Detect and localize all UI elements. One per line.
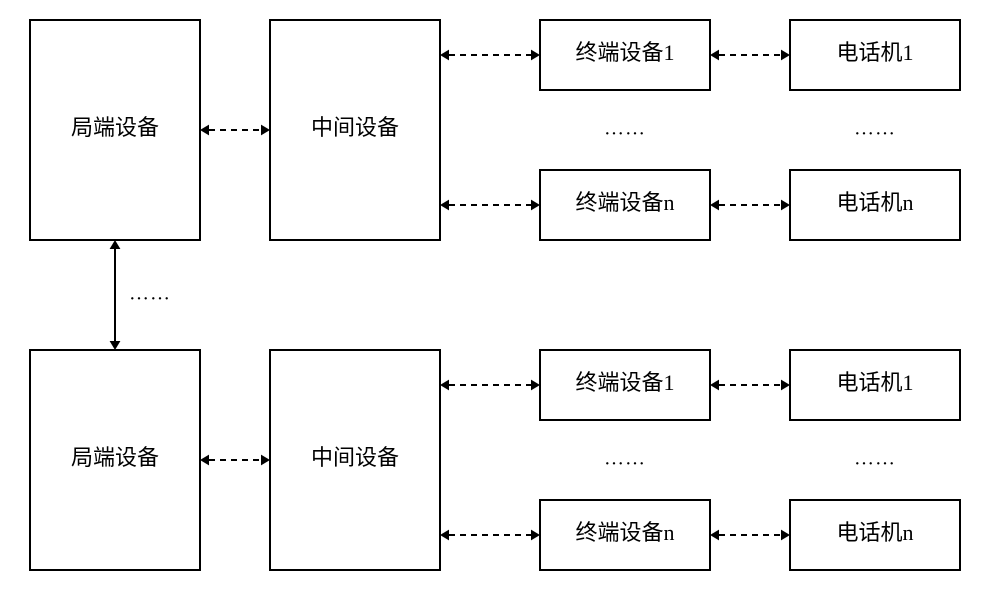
connector xyxy=(710,200,790,211)
connector xyxy=(200,125,270,136)
node-label: 终端设备1 xyxy=(575,370,674,395)
node-label: 中间设备 xyxy=(311,445,399,470)
node-phone2a: 电话机1 xyxy=(790,350,960,420)
connector xyxy=(440,530,540,541)
node-phone1a: 电话机1 xyxy=(790,20,960,90)
node-label: 局端设备 xyxy=(71,115,159,140)
node-term1n: 终端设备n xyxy=(540,170,710,240)
node-term2n: 终端设备n xyxy=(540,500,710,570)
connector xyxy=(710,530,790,541)
node-label: 电话机1 xyxy=(836,370,913,395)
node-label: 终端设备n xyxy=(575,520,674,545)
ellipsis: …… xyxy=(604,448,646,470)
node-label: 电话机n xyxy=(836,520,913,545)
node-phone2n: 电话机n xyxy=(790,500,960,570)
node-label: 中间设备 xyxy=(311,115,399,140)
node-label: 局端设备 xyxy=(71,445,159,470)
node-term2a: 终端设备1 xyxy=(540,350,710,420)
connector xyxy=(440,380,540,391)
node-term1a: 终端设备1 xyxy=(540,20,710,90)
connector xyxy=(200,455,270,466)
ellipsis: …… xyxy=(129,283,171,305)
node-local1: 局端设备 xyxy=(30,20,200,240)
ellipsis: …… xyxy=(854,448,896,470)
network-diagram: 局端设备中间设备终端设备1终端设备n电话机1电话机n局端设备中间设备终端设备1终… xyxy=(0,0,1000,590)
connector xyxy=(440,200,540,211)
node-local2: 局端设备 xyxy=(30,350,200,570)
node-mid1: 中间设备 xyxy=(270,20,440,240)
node-label: 电话机n xyxy=(836,190,913,215)
node-mid2: 中间设备 xyxy=(270,350,440,570)
ellipsis: …… xyxy=(604,118,646,140)
connector xyxy=(440,50,540,61)
node-label: 电话机1 xyxy=(836,40,913,65)
connector-vertical xyxy=(110,240,121,350)
connector xyxy=(710,380,790,391)
node-label: 终端设备n xyxy=(575,190,674,215)
ellipsis: …… xyxy=(854,118,896,140)
node-label: 终端设备1 xyxy=(575,40,674,65)
connector xyxy=(710,50,790,61)
node-phone1n: 电话机n xyxy=(790,170,960,240)
